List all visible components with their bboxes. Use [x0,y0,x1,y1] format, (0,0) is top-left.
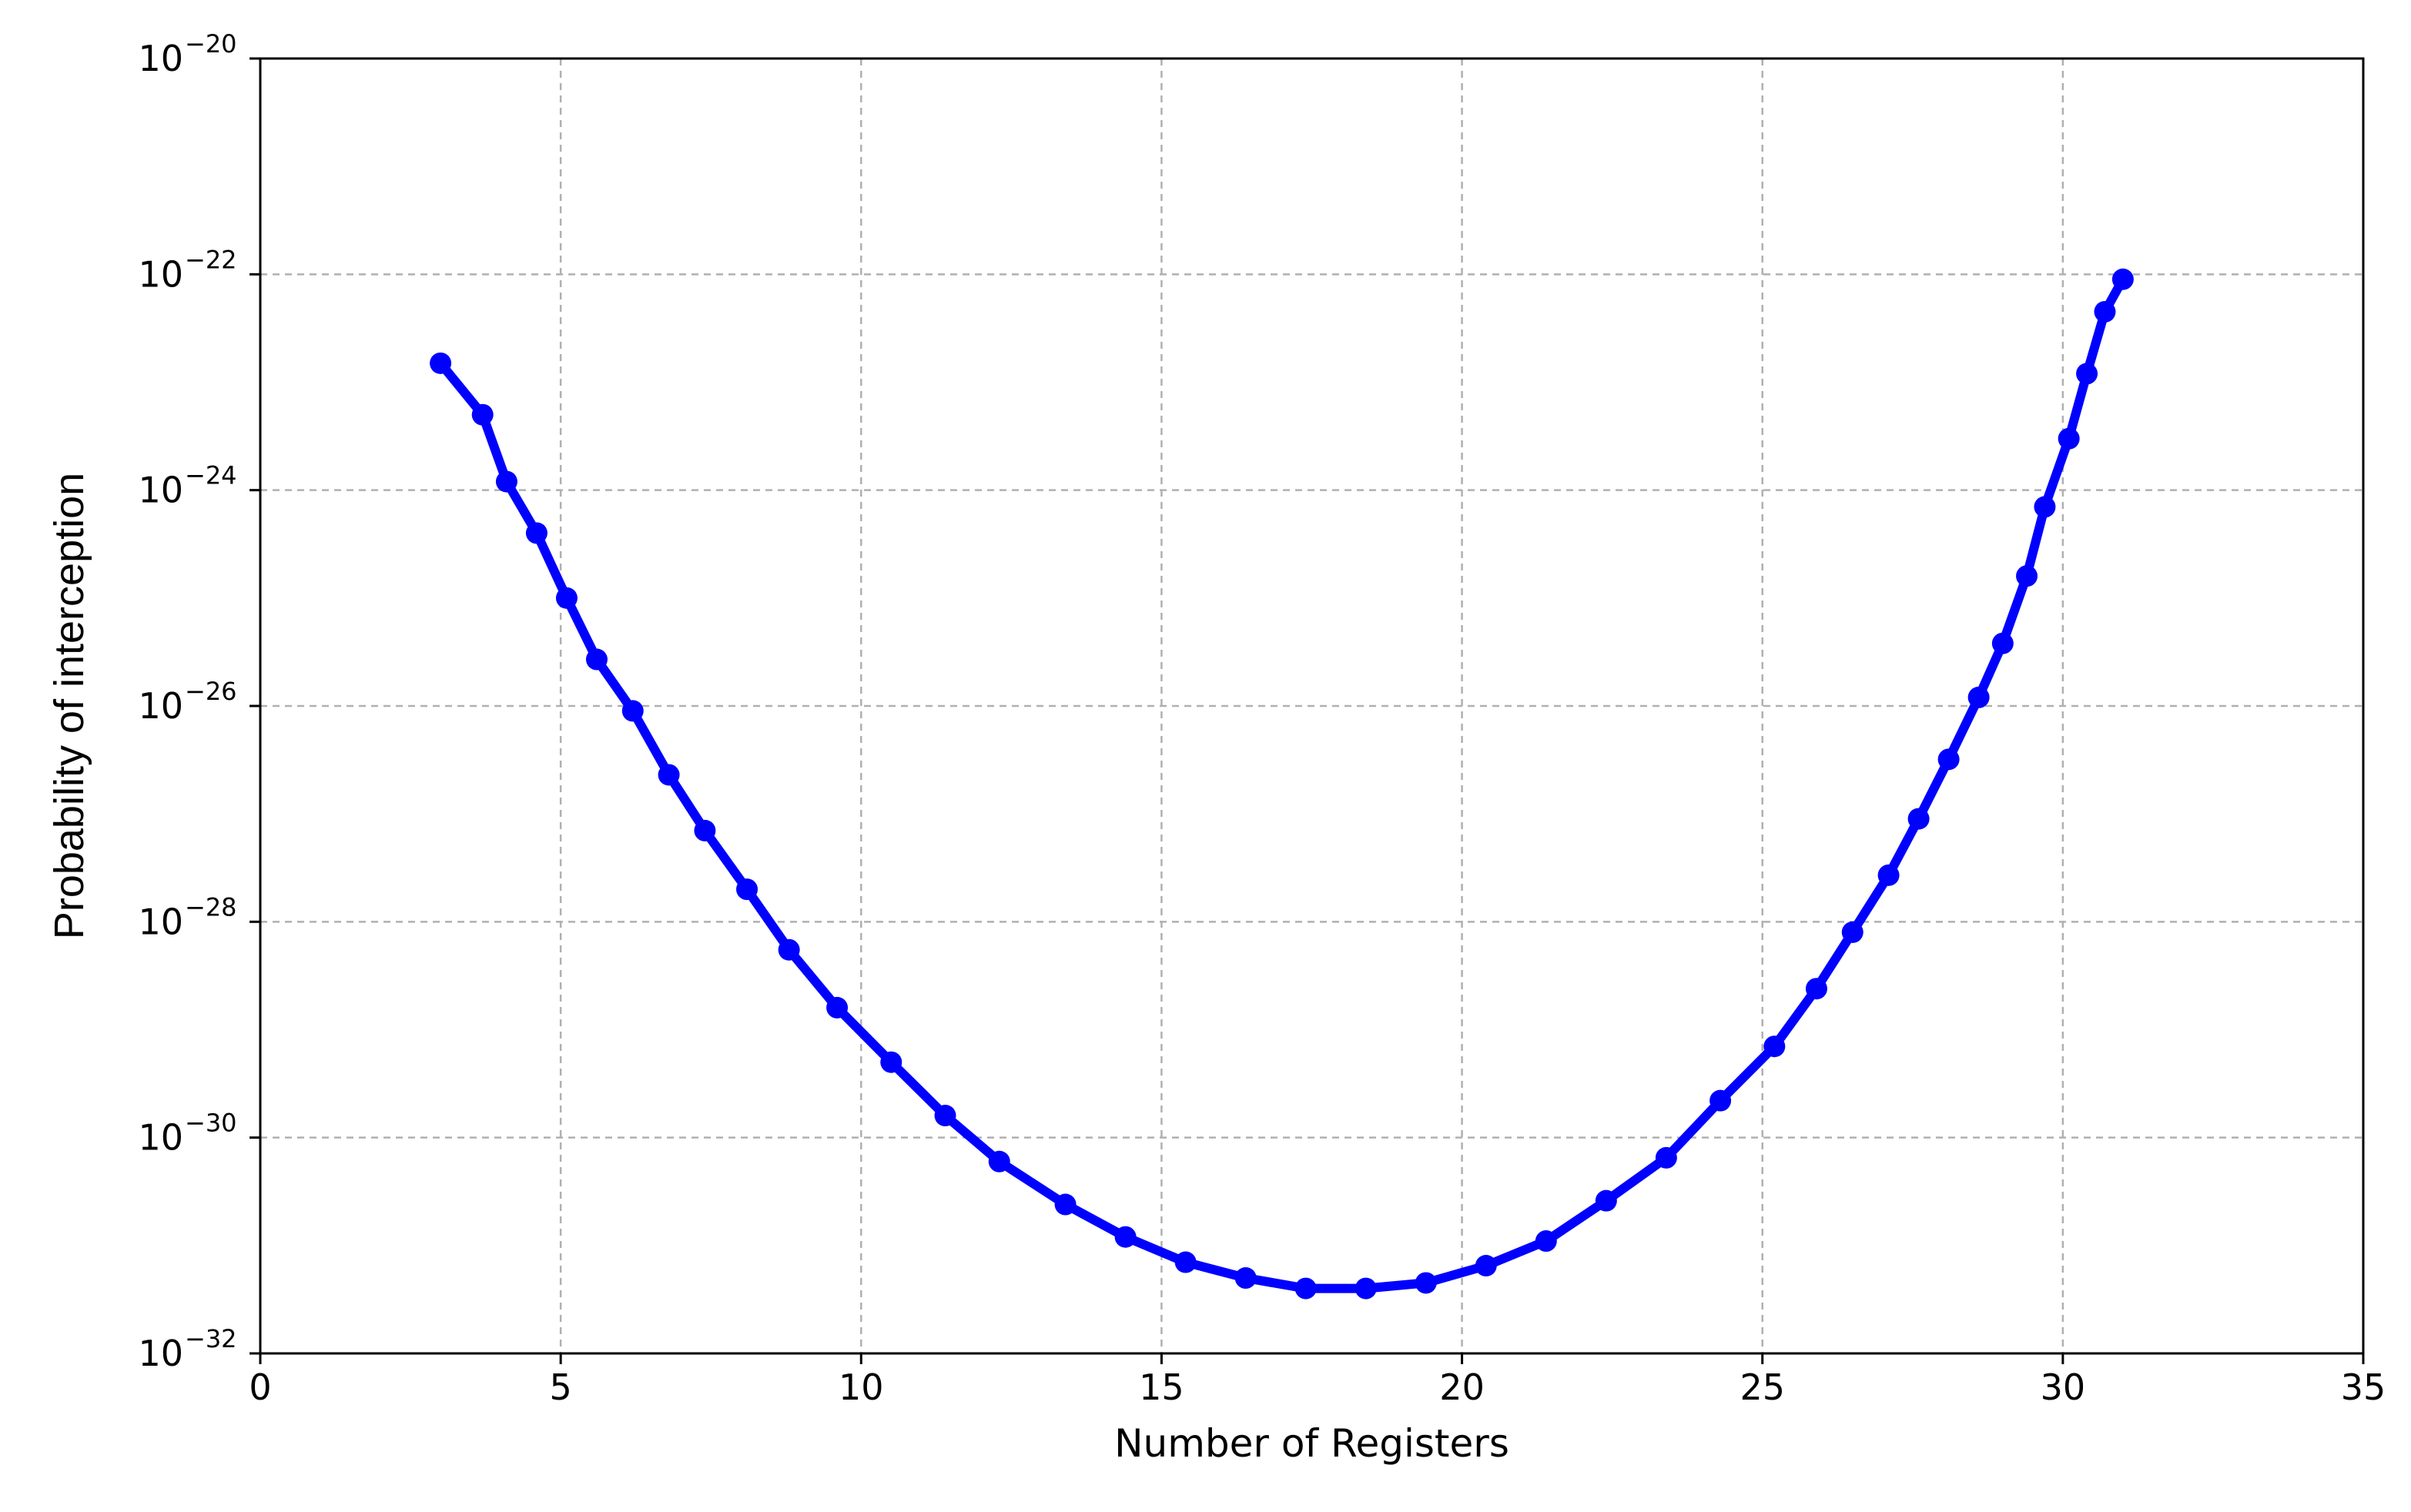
y-tick-exponent: −30 [185,1109,237,1138]
data-point [1937,748,1960,771]
y-tick-base: 10 [138,1117,183,1159]
data-point [2016,565,2038,587]
data-point [778,938,800,961]
data-point [1054,1193,1077,1216]
data-point [1595,1189,1617,1212]
data-point [525,522,547,544]
data-point [471,403,494,426]
data-point [658,764,680,786]
y-tick-label: 10 −26 [138,677,236,727]
y-tick-label: 10 −24 [138,461,236,511]
data-point [1877,864,1900,886]
data-point [1991,632,2014,654]
x-tick-label: 5 [550,1366,572,1408]
y-tick-exponent: −20 [185,29,237,59]
data-point [621,700,644,722]
data-point [694,819,716,841]
data-point [988,1150,1010,1172]
y-tick-label: 10 −28 [138,892,236,942]
data-point [1907,808,1930,830]
y-tick-base: 10 [138,1333,183,1374]
data-point [1655,1146,1677,1169]
data-point [1114,1226,1137,1248]
y-tick-label: 10 −22 [138,245,236,295]
y-tick-base: 10 [138,253,183,295]
y-tick-base: 10 [138,470,183,511]
data-point [1294,1277,1317,1300]
y-tick-label: 10 −20 [138,29,236,79]
data-point [2034,496,2056,518]
data-point [1763,1035,1786,1058]
y-tick-base: 10 [138,901,183,942]
x-tick-label: 20 [1439,1366,1485,1408]
data-point [585,648,608,671]
y-tick-base: 10 [138,38,183,79]
y-axis-label: Probability of interception [46,473,92,939]
data-point [826,996,849,1019]
data-point [2076,363,2098,385]
data-point [430,352,452,374]
y-tick-base: 10 [138,685,183,727]
y-tick-exponent: −26 [185,677,237,706]
y-tick-exponent: −22 [185,245,237,274]
data-point [2058,427,2080,450]
data-point [1475,1255,1497,1277]
data-point [1355,1277,1377,1300]
data-point [1535,1230,1557,1253]
data-point [2094,300,2116,323]
x-tick-label: 35 [2341,1366,2386,1408]
y-tick-label: 10 −32 [138,1324,236,1374]
x-tick-label: 0 [249,1366,271,1408]
data-point [880,1051,902,1073]
data-point [1967,686,1990,708]
x-tick-label: 10 [839,1366,884,1408]
data-point [1415,1272,1437,1294]
data-point [736,878,758,901]
data-point [1805,978,1827,1000]
data-point [1174,1251,1197,1273]
x-tick-label: 30 [2041,1366,2086,1408]
x-tick-label: 25 [1740,1366,1785,1408]
data-point [495,470,517,493]
y-tick-exponent: −32 [185,1324,237,1353]
data-point [555,587,578,609]
x-tick-label: 15 [1139,1366,1184,1408]
data-point [1234,1267,1257,1290]
y-tick-exponent: −28 [185,892,237,922]
x-axis-label: Number of Registers [1114,1421,1509,1466]
y-tick-label: 10 −30 [138,1109,236,1159]
grid-lines [260,59,2363,1353]
data-point [1709,1089,1732,1112]
data-point [2111,268,2134,290]
data-series [430,268,2134,1300]
data-point [1841,921,1864,943]
y-tick-exponent: −24 [185,461,237,490]
plot-frame [259,57,2365,1355]
data-point [934,1105,956,1127]
